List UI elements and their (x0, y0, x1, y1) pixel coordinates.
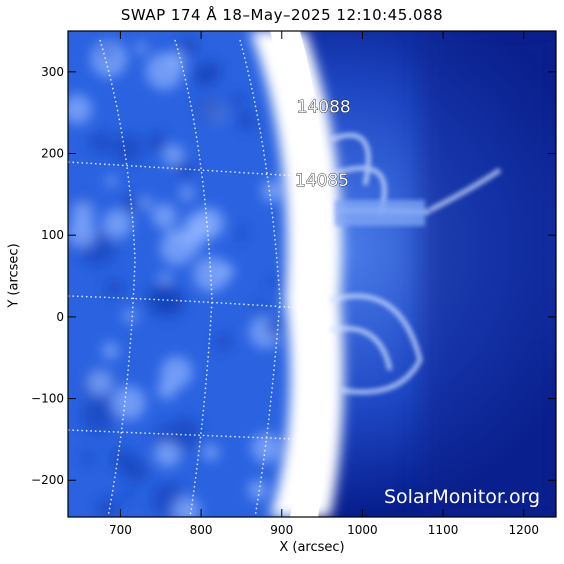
y-tick-label: 100 (41, 228, 64, 242)
x-axis-label: X (arcsec) (279, 540, 345, 555)
y-tick-label: 300 (41, 65, 64, 79)
y-tick-label: −200 (31, 473, 64, 487)
y-tick-label: 200 (41, 147, 64, 161)
x-tick-label: 1100 (428, 523, 459, 537)
plot-title: SWAP 174 Å 18–May–2025 12:10:45.088 (120, 6, 444, 24)
x-tick-label: 1000 (347, 523, 378, 537)
plot-frame (67, 30, 557, 518)
watermark: SolarMonitor.org (384, 486, 541, 508)
y-tick-label: −100 (31, 392, 64, 406)
x-tick-label: 700 (109, 523, 132, 537)
x-tick-label: 800 (190, 523, 213, 537)
x-tick-label: 900 (270, 523, 293, 537)
y-axis-label: Y (arcsec) (6, 243, 22, 308)
image-area: 14088 14085 (68, 31, 556, 517)
active-region-label: 14088 (297, 98, 351, 118)
y-tick-label: 0 (56, 310, 64, 324)
active-region-label: 14085 (295, 171, 349, 191)
x-tick-label: 1200 (508, 523, 539, 537)
